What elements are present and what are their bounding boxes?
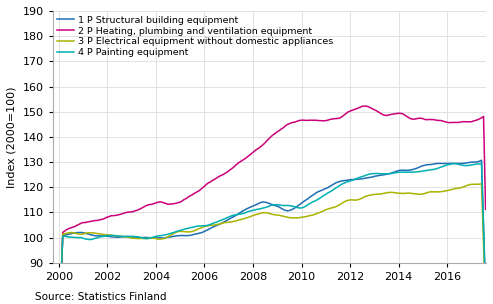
4 P Painting equipment — [78, 236, 84, 239]
4 P Painting equipment — [452, 162, 458, 165]
Line: 3 P Electrical equipment without domestic appliances: 3 P Electrical equipment without domesti… — [59, 184, 486, 304]
4 P Painting equipment — [262, 206, 268, 209]
3 P Electrical equipment without domestic appliances — [359, 196, 365, 200]
Line: 4 P Painting equipment: 4 P Painting equipment — [59, 164, 486, 304]
4 P Painting equipment — [371, 172, 377, 175]
4 P Painting equipment — [422, 169, 428, 173]
4 P Painting equipment — [88, 238, 94, 241]
2 P Heating, plumbing and ventilation equipment — [359, 105, 365, 108]
1 P Structural building equipment — [371, 174, 377, 178]
2 P Heating, plumbing and ventilation equipment — [483, 207, 489, 211]
1 P Structural building equipment — [78, 231, 84, 234]
1 P Structural building equipment — [483, 289, 489, 293]
1 P Structural building equipment — [422, 164, 428, 167]
3 P Electrical equipment without domestic appliances — [422, 192, 428, 195]
2 P Heating, plumbing and ventilation equipment — [88, 219, 94, 223]
2 P Heating, plumbing and ventilation equipment — [78, 221, 84, 225]
4 P Painting equipment — [483, 292, 489, 296]
1 P Structural building equipment — [479, 158, 485, 162]
3 P Electrical equipment without domestic appliances — [371, 193, 377, 196]
3 P Electrical equipment without domestic appliances — [78, 232, 84, 236]
2 P Heating, plumbing and ventilation equipment — [373, 109, 379, 112]
1 P Structural building equipment — [359, 177, 365, 181]
Line: 1 P Structural building equipment: 1 P Structural building equipment — [59, 160, 486, 304]
2 P Heating, plumbing and ventilation equipment — [424, 118, 430, 122]
Legend: 1 P Structural building equipment, 2 P Heating, plumbing and ventilation equipme: 1 P Structural building equipment, 2 P H… — [56, 14, 335, 59]
3 P Electrical equipment without domestic appliances — [479, 182, 485, 186]
1 P Structural building equipment — [88, 233, 94, 237]
2 P Heating, plumbing and ventilation equipment — [361, 104, 367, 108]
Y-axis label: Index (2000=100): Index (2000=100) — [7, 86, 17, 188]
2 P Heating, plumbing and ventilation equipment — [262, 141, 268, 145]
3 P Electrical equipment without domestic appliances — [88, 231, 94, 235]
Line: 2 P Heating, plumbing and ventilation equipment: 2 P Heating, plumbing and ventilation eq… — [59, 106, 486, 304]
3 P Electrical equipment without domestic appliances — [262, 211, 268, 214]
Text: Source: Statistics Finland: Source: Statistics Finland — [35, 292, 166, 302]
4 P Painting equipment — [359, 175, 365, 178]
1 P Structural building equipment — [262, 200, 268, 204]
